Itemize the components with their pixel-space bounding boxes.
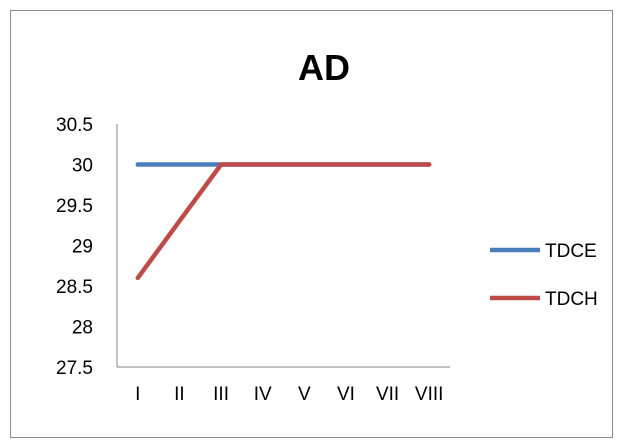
x-tick-label: III — [213, 384, 229, 405]
legend-label-tdce: TDCE — [545, 241, 597, 262]
y-tick-label: 30.5 — [56, 115, 93, 136]
series-line-tdch — [135, 162, 432, 281]
x-tick-label: IV — [254, 384, 272, 405]
x-tick-label: II — [174, 384, 185, 405]
y-tick-label: 30 — [72, 156, 93, 177]
y-tick-label: 27.5 — [56, 358, 93, 379]
series-lines — [135, 162, 432, 281]
legend-label-tdch: TDCH — [545, 289, 598, 310]
x-tick-label: V — [298, 384, 311, 405]
x-tick-label: VII — [376, 384, 399, 405]
x-tick-label: VIII — [415, 384, 444, 405]
chart-title: AD — [298, 47, 350, 88]
y-tick-label: 29.5 — [56, 196, 93, 217]
x-tick-label: I — [135, 384, 140, 405]
y-tick-labels: 30.5 30 29.5 29 28.5 28 27.5 — [56, 115, 93, 379]
y-tick-label: 28 — [72, 318, 93, 339]
legend: TDCE TDCH — [490, 241, 598, 310]
y-tick-label: 29 — [72, 237, 93, 258]
x-tick-label: VI — [337, 384, 355, 405]
y-tick-label: 28.5 — [56, 277, 93, 298]
x-tick-labels: I II III IV V VI VII VIII — [135, 384, 443, 405]
